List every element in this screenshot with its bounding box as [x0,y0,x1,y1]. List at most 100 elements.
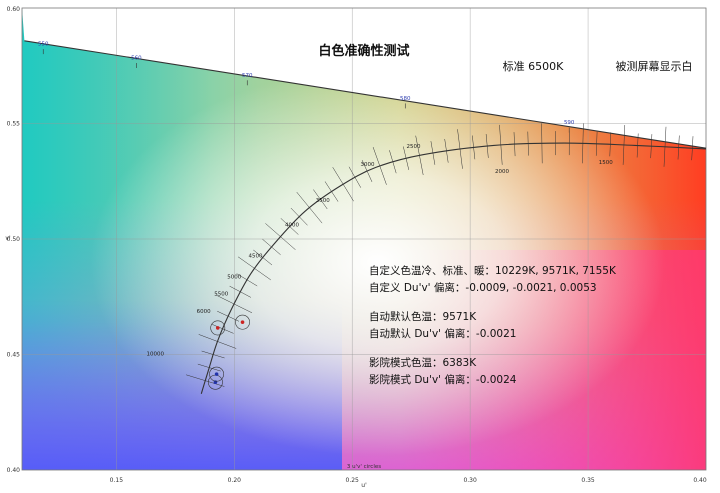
x-tick-label: 0.15 [110,477,124,484]
locus-wavelength-label: 580 [400,96,411,102]
isotemperature-line [389,150,397,174]
x-axis-label: u' [361,482,367,489]
locus-wavelength-label: 560 [131,55,142,61]
measured-label: 被测屏幕显示白 [616,59,693,73]
circle-legend: 3 u'v' circles [347,464,381,470]
data-point [215,326,220,330]
isotemperature-line [372,147,387,185]
isotemperature-line [595,131,598,156]
cct-label: 5500 [214,292,228,298]
y-tick-label: 0.40 [7,467,21,474]
y-tick-label: 0.55 [7,121,21,128]
x-tick-label: 0.25 [346,477,360,484]
annotation-cinema-duv: 影院模式 Du'v' 偏离：-0.0024 [369,373,517,386]
cct-label: 2500 [407,144,421,150]
x-tick-label: 0.20 [228,477,242,484]
isotemperature-line [650,134,653,159]
isotemperature-line [236,273,258,287]
y-tick-label: 0.60 [7,6,21,13]
isotemperature-line [237,256,271,281]
locus-wavelength-label: 590 [564,120,575,126]
isotemperature-line [430,141,436,165]
grid [22,8,706,470]
isotemperature-line [198,334,237,349]
isotemperature-line [582,123,584,164]
isotemperature-line [201,350,225,359]
y-tick-label: 0.50 [7,236,21,243]
annotation-auto-duv: 自动默认 Du'v' 偏离：-0.0021 [369,327,516,340]
cct-label: 2000 [495,169,509,175]
isotemperature-line [280,218,299,235]
annotation-custom-duv: 自定义 Du'v' 偏离：-0.0009, -0.0021, 0.0053 [369,281,597,294]
isotemperature-line [253,249,273,266]
chart-title: 白色准确性测试 [318,43,409,59]
annotation-auto-cct: 自动默认色温：9571K [369,310,477,323]
y-tick-labels: 0.40 0.45 0.50 0.55 0.60 [7,6,21,474]
x-tick-labels: 0.15 0.20 0.25 0.30 0.35 0.40 [110,477,707,484]
tolerance-circle [210,320,226,336]
data-point [240,320,245,324]
isotemperature-line [211,323,234,334]
cct-label: 1500 [599,160,613,166]
cct-label: 3500 [316,198,330,204]
isotemperature-line [265,223,296,250]
cct-label: 5000 [227,274,241,280]
standard-label: 标准 6500K [503,59,564,73]
locus-wavelength-label: 570 [242,73,253,79]
isotemperature-line [485,133,489,158]
cct-label: 4500 [249,253,263,259]
isotemperature-line [663,126,667,167]
isotemperature-line [403,146,410,170]
isotemperature-line [324,181,339,202]
isotemperature-line [444,138,449,163]
isotemperature-line [691,136,694,161]
isotemperature-line [636,133,639,158]
x-tick-label: 0.40 [693,477,707,484]
isotemperature-line [217,310,240,322]
isotemperature-line [186,374,225,387]
isotemperature-line [622,124,626,165]
isotemperature-line [361,159,373,183]
annotation-cinema-cct: 影院模式色温：6383K [369,356,477,369]
x-tick-label: 0.35 [581,477,595,484]
data-point [214,372,219,376]
isotemperature-line [527,131,529,156]
annotation-custom-cct: 自定义色温冷、标准、暖：10229K, 9571K, 7155K [369,264,617,277]
isotemperature-line [229,285,252,298]
isotemperature-line [332,167,354,202]
isotemperature-line [262,238,281,255]
isotemperature-line [290,207,308,226]
outside-locus-area [22,8,706,149]
isotemperature-line [197,363,221,372]
cct-label: 4000 [285,222,299,228]
spectral-locus-line [24,40,707,149]
isotemperature-line [677,135,680,160]
spectral-locus-labels: 550 560 570 580 590 [38,42,575,133]
isotemperature-line [415,135,424,176]
isotemperature-line [499,124,503,165]
cct-labels: 1500 2000 2500 3000 3500 4000 4500 5000 5500 6000… [147,144,614,358]
x-tick-label: 0.30 [463,477,477,484]
plot-frame [21,7,707,471]
cct-label: 6000 [197,309,211,315]
isotemperature-line [513,132,516,157]
isotemperature-line [348,166,362,188]
isotemperature-line [472,135,476,160]
measured-points [208,314,250,390]
isotemperature-line [215,294,253,314]
isotemperature-lines [186,123,694,387]
isotemperature-line [609,132,612,157]
isotemperature-line [296,191,323,224]
annotations: 自定义色温冷、标准、暖：10229K, 9571K, 7155K 自定义 Du'… [369,264,617,386]
cct-label: 3000 [361,162,375,168]
y-tick-label: 0.45 [7,352,21,359]
y-axis-label: v' [5,235,11,242]
cct-label: 10000 [147,352,165,358]
locus-wavelength-label: 550 [38,42,49,48]
isotemperature-line [457,129,463,169]
tolerance-circle [235,314,250,330]
isotemperature-line [541,123,543,164]
tolerance-circle [209,366,224,382]
isotemperature-line [313,189,328,210]
